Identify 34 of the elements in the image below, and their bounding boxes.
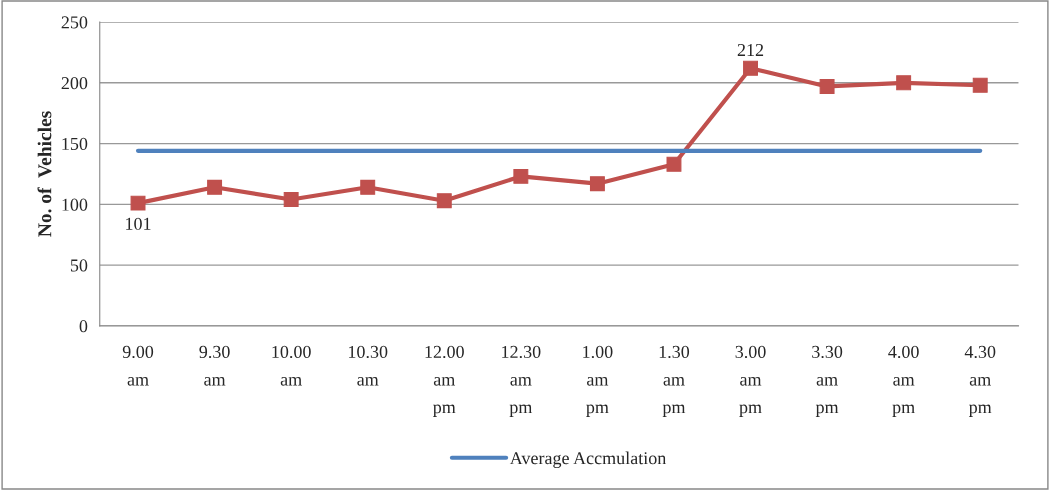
x-tick-label: 12.00 am pm xyxy=(425,345,464,417)
point xyxy=(743,60,758,76)
data-label: 101 xyxy=(126,217,151,230)
point xyxy=(360,179,376,195)
x-tick-label: 12.30 am pm xyxy=(502,345,541,417)
point xyxy=(666,156,682,172)
x-tick-label: 4.30 am pm xyxy=(964,345,996,417)
point xyxy=(207,179,223,195)
point xyxy=(513,168,529,184)
y-tick-label: 150 xyxy=(62,137,88,151)
x-tick-label: 4.00 am pm xyxy=(888,345,919,417)
point xyxy=(896,75,912,91)
y-tick-label: 0 xyxy=(79,320,88,333)
y-tick-label: 250 xyxy=(61,16,88,29)
point xyxy=(819,78,835,94)
x-tick-label: 10.30 am xyxy=(348,345,388,386)
x-tick-label: 3.00 am pm xyxy=(735,345,766,417)
x-tick-label: 10.00 am xyxy=(272,345,311,386)
y-tick-label: 50 xyxy=(70,259,88,272)
x-tick-label: 3.30 am pm xyxy=(812,345,843,417)
point xyxy=(972,77,988,93)
data-label: 212 xyxy=(737,43,764,56)
point xyxy=(130,195,146,211)
point xyxy=(589,176,605,192)
x-tick-label: 9.00 am xyxy=(122,345,154,386)
x-tick-label: 9.30 am xyxy=(199,345,230,386)
x-tick-label: 1.30 am pm xyxy=(659,345,690,417)
y-tick-label: 200 xyxy=(61,77,88,90)
x-tick-label: 1.00 am pm xyxy=(583,345,613,417)
legend-label: Average Accmulation xyxy=(509,451,667,468)
y-tick-label: 100 xyxy=(62,198,88,211)
point xyxy=(283,192,299,207)
point xyxy=(436,193,452,209)
y-axis-title: No. of Vehicles xyxy=(37,111,52,237)
